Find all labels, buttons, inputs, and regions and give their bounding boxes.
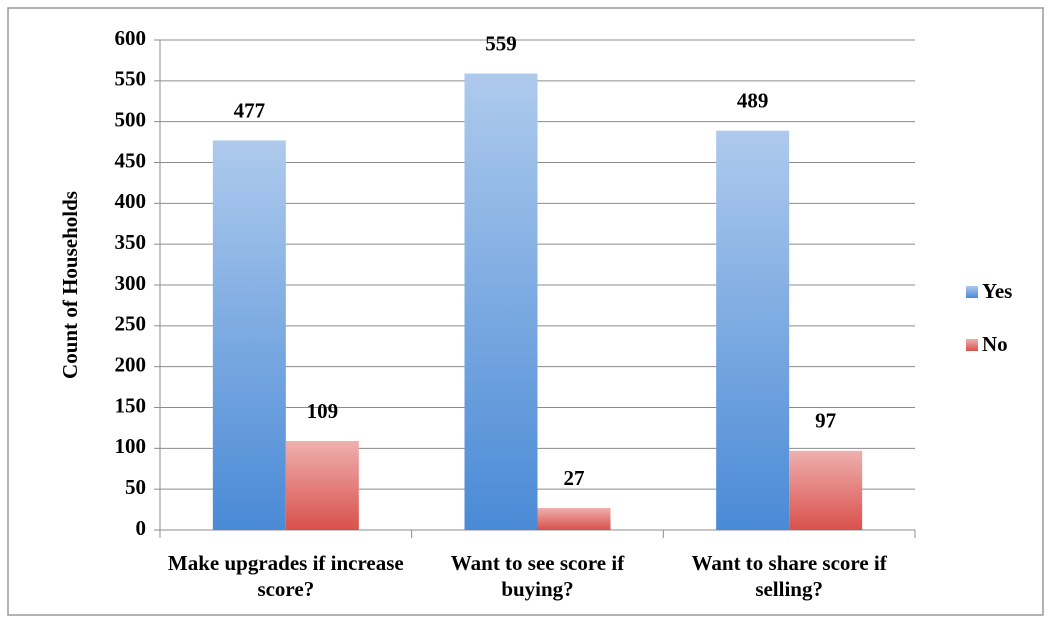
bar bbox=[212, 140, 286, 530]
data-label: 489 bbox=[737, 88, 769, 112]
data-label: 559 bbox=[485, 31, 517, 55]
bar bbox=[537, 507, 611, 530]
y-tick-label: 350 bbox=[115, 230, 147, 254]
y-tick-label: 400 bbox=[115, 189, 147, 213]
x-tick-label: Want to share score if selling? bbox=[691, 551, 887, 601]
y-tick-label: 50 bbox=[125, 475, 146, 499]
bar bbox=[285, 440, 359, 530]
y-tick-label: 300 bbox=[115, 271, 147, 295]
y-tick-label: 450 bbox=[115, 148, 147, 172]
x-tick-label: Want to see score if buying? bbox=[450, 551, 625, 601]
y-tick-label: 600 bbox=[115, 26, 147, 50]
bar bbox=[464, 73, 538, 530]
y-tick-label: 550 bbox=[115, 67, 147, 91]
data-label: 477 bbox=[234, 98, 266, 122]
data-label: 109 bbox=[307, 399, 339, 423]
data-label: 27 bbox=[564, 466, 585, 490]
legend-label: No bbox=[982, 332, 1008, 356]
data-label: 97 bbox=[815, 409, 836, 433]
y-tick-label: 500 bbox=[115, 107, 147, 131]
y-tick-label: 0 bbox=[136, 516, 147, 540]
y-axis-label: Count of Households bbox=[58, 191, 82, 379]
x-tick-label: Make upgrades if increase score? bbox=[167, 551, 404, 601]
y-tick-label: 150 bbox=[115, 393, 147, 417]
legend-swatch bbox=[966, 339, 978, 351]
y-tick-label: 200 bbox=[115, 352, 147, 376]
y-tick-label: 100 bbox=[115, 434, 147, 458]
legend-swatch bbox=[966, 286, 978, 298]
bar bbox=[789, 450, 863, 530]
y-tick-label: 250 bbox=[115, 312, 147, 336]
bar bbox=[716, 130, 790, 530]
legend-label: Yes bbox=[982, 279, 1012, 303]
